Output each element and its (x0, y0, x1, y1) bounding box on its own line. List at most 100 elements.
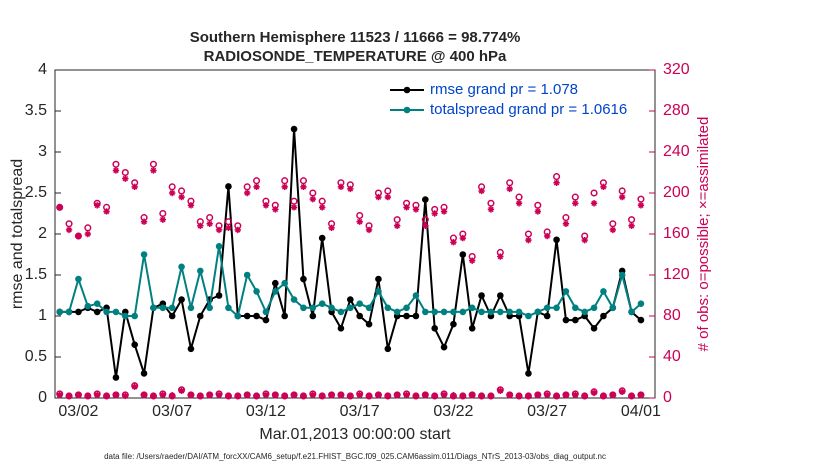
point (618, 193, 626, 201)
point (347, 185, 354, 193)
point (225, 392, 232, 400)
point (403, 304, 410, 312)
point (300, 392, 307, 400)
x-tick-label: 04/01 (621, 403, 661, 420)
point (84, 392, 92, 400)
point (637, 316, 645, 324)
point (328, 304, 335, 312)
point (609, 226, 617, 234)
point (318, 197, 326, 205)
point (253, 392, 260, 400)
point (225, 304, 232, 312)
point (272, 288, 279, 295)
point (224, 218, 232, 226)
point (459, 251, 467, 258)
point (150, 392, 157, 400)
y-tick-label: 4 (38, 61, 47, 78)
point (628, 216, 636, 224)
point (600, 288, 607, 295)
point (562, 214, 570, 222)
point (572, 200, 579, 207)
point (309, 391, 317, 399)
point (253, 183, 260, 191)
point (121, 168, 129, 177)
point (197, 222, 204, 229)
point (356, 218, 363, 225)
point (56, 204, 63, 211)
x-axis-label: Mar.01,2013 00:00:00 start (259, 426, 451, 443)
chart-subtitle: RADIOSONDE_TEMPERATURE @ 400 hPa (204, 48, 507, 65)
point (178, 193, 185, 201)
point (281, 392, 288, 400)
point (309, 189, 317, 197)
point (65, 308, 73, 316)
point (243, 183, 251, 191)
point (590, 189, 598, 197)
point (487, 392, 495, 400)
point (290, 125, 298, 133)
point (393, 391, 401, 399)
point (431, 308, 438, 316)
point (140, 391, 148, 399)
point (572, 304, 579, 312)
point (375, 288, 382, 295)
point (384, 392, 392, 400)
point (356, 300, 363, 308)
point (393, 308, 401, 316)
point (497, 308, 504, 316)
point (178, 263, 185, 271)
point (609, 391, 617, 399)
y-tick-label: 0 (38, 389, 47, 406)
point (159, 209, 167, 218)
point (600, 392, 607, 400)
point (403, 391, 410, 399)
y2-tick-label: 320 (663, 61, 690, 78)
y2-tick-label: 40 (663, 348, 681, 365)
point (197, 312, 204, 320)
x-tick-label: 03/17 (340, 403, 380, 420)
point (468, 304, 476, 312)
footnote: data file: /Users/raeder/DAI/ATM_forcXX/… (104, 452, 606, 461)
point (553, 173, 561, 181)
point (309, 312, 317, 320)
point (309, 304, 317, 312)
point (637, 300, 645, 308)
point (365, 304, 373, 312)
legend-marker (403, 106, 411, 114)
point (168, 304, 176, 312)
y2-tick-label: 160 (663, 225, 690, 242)
point (525, 236, 532, 244)
point (600, 312, 607, 320)
point (65, 226, 73, 234)
point (112, 374, 120, 381)
point (215, 226, 223, 234)
point (562, 220, 570, 227)
y-tick-label: 1 (38, 307, 47, 324)
point (262, 391, 270, 399)
point (262, 308, 270, 316)
point (243, 391, 251, 399)
point (543, 232, 551, 240)
y-tick-label: 0.5 (25, 348, 47, 365)
point (524, 230, 532, 238)
point (356, 312, 363, 320)
point (637, 391, 645, 399)
point (112, 308, 120, 316)
point (497, 253, 504, 260)
point (412, 392, 420, 400)
point (553, 236, 560, 244)
point (412, 312, 420, 320)
point (65, 392, 73, 400)
point (159, 304, 167, 312)
point (590, 304, 598, 312)
point (422, 222, 429, 229)
point (225, 224, 232, 232)
point (628, 392, 635, 400)
point (459, 392, 467, 400)
point (149, 160, 157, 168)
point (421, 216, 429, 224)
point (543, 312, 551, 320)
point (618, 388, 626, 396)
point (487, 308, 495, 316)
legend-label: rmse grand pr = 1.078 (430, 81, 578, 98)
